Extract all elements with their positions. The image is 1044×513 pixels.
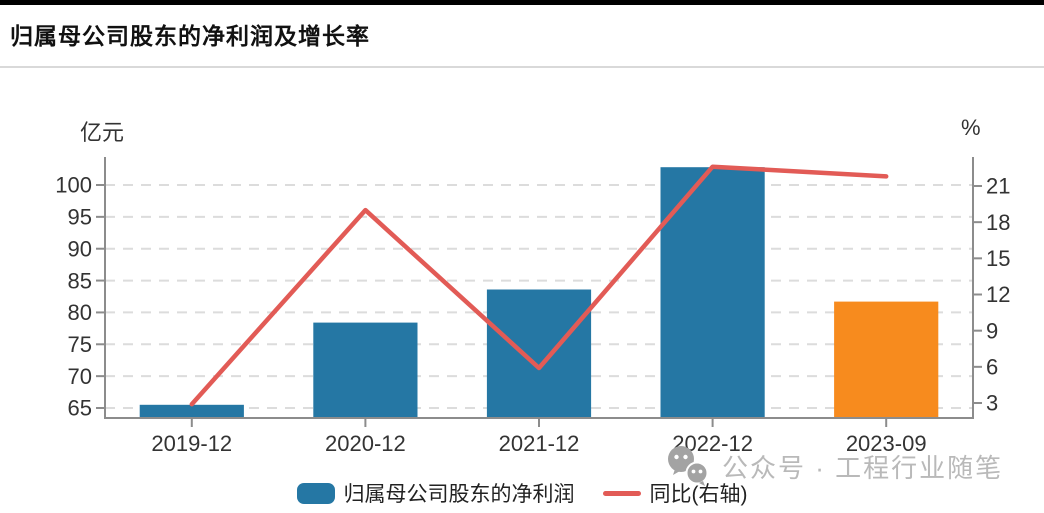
window-top-edge (0, 0, 1044, 5)
x-axis-label: 2020-12 (325, 431, 406, 456)
legend-label-net-profit: 归属母公司股东的净利润 (343, 483, 575, 506)
x-axis-label: 2019-12 (151, 431, 232, 456)
x-axis-label: 2022-12 (672, 431, 753, 456)
bar-2023-09[interactable] (834, 301, 939, 417)
legend-item-net-profit[interactable]: 归属母公司股东的净利润 (296, 478, 575, 508)
right-axis-tick-label: 3 (986, 391, 998, 416)
bar-series-swatch (296, 482, 335, 504)
line-series-swatch (602, 490, 641, 496)
left-axis-tick-label: 80 (68, 300, 92, 325)
left-axis-tick-label: 65 (68, 396, 92, 421)
right-axis-tick-label: 12 (986, 282, 1010, 307)
legend-item-yoy[interactable]: 同比(右轴) (602, 478, 748, 508)
bar-2020-12[interactable] (313, 322, 418, 417)
right-axis-tick-label: 6 (986, 355, 998, 380)
left-axis-tick-label: 75 (68, 332, 92, 357)
right-axis-tick-label: 21 (986, 174, 1010, 199)
chart-header: 归属母公司股东的净利润及增长率 (0, 5, 1044, 68)
growth-line[interactable] (189, 164, 889, 407)
right-axis-tick-label: 18 (986, 210, 1010, 235)
left-axis-tick-label: 70 (68, 364, 92, 389)
left-axis-tick-label: 100 (55, 173, 92, 198)
left-axis-tick-label: 85 (68, 268, 92, 293)
x-axis-label: 2021-12 (499, 431, 580, 456)
right-axis-unit-label: % (961, 115, 981, 140)
chart-title: 归属母公司股东的净利润及增长率 (10, 23, 370, 49)
x-axis-label: 2023-09 (846, 431, 927, 456)
bar-2022-12[interactable] (660, 167, 765, 417)
left-axis-tick-label: 95 (68, 205, 92, 230)
legend-label-yoy: 同比(右轴) (649, 483, 748, 506)
chart-legend: 归属母公司股东的净利润 同比(右轴) (0, 478, 1044, 508)
bar-2021-12[interactable] (486, 289, 592, 418)
right-axis-tick-label: 15 (986, 246, 1010, 271)
bar-2019-12[interactable] (139, 404, 244, 417)
right-axis-tick-label: 9 (986, 318, 998, 343)
left-axis-tick-label: 90 (68, 236, 92, 261)
left-axis-unit-label: 亿元 (80, 120, 125, 145)
